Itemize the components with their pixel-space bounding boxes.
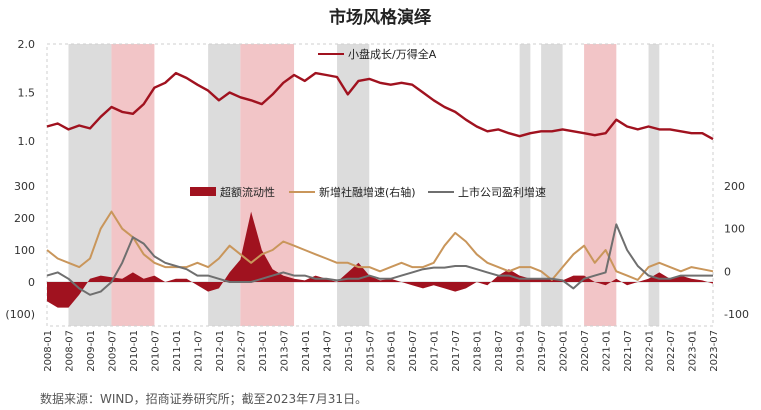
right-y-tick-1: 0 bbox=[724, 265, 731, 278]
x-tick-17: 2016-07 bbox=[408, 330, 419, 372]
x-tick-31: 2023-07 bbox=[709, 330, 720, 372]
legend-swatch-excess-liquidity bbox=[190, 187, 216, 196]
series-line-social-financing bbox=[46, 210, 714, 281]
legend-label-small-growth: 小盘成长/万得全A bbox=[348, 47, 437, 61]
shaded-period-1 bbox=[111, 44, 155, 326]
x-tick-15: 2015-07 bbox=[365, 330, 376, 372]
top-panel-lines bbox=[46, 71, 714, 141]
right-y-tick-2: 100 bbox=[724, 223, 745, 236]
left-y-tick-2: 100 bbox=[14, 244, 35, 257]
top-y-tick-2: 2.0 bbox=[18, 38, 36, 51]
bottom-panel-marks bbox=[46, 210, 714, 308]
x-tick-7: 2011-07 bbox=[193, 330, 204, 372]
series-line-small-growth bbox=[46, 71, 714, 141]
chart-title: 市场风格演绎 bbox=[329, 7, 432, 28]
x-tick-19: 2017-07 bbox=[451, 330, 462, 372]
left-y-tick-3: 200 bbox=[14, 212, 35, 225]
shaded-period-7 bbox=[584, 44, 617, 326]
x-tick-2: 2009-01 bbox=[86, 330, 97, 372]
series-area-excess-liquidity bbox=[47, 211, 713, 308]
x-tick-11: 2013-07 bbox=[279, 330, 290, 372]
x-tick-4: 2010-01 bbox=[129, 330, 140, 372]
x-tick-26: 2021-01 bbox=[602, 330, 613, 372]
top-y-tick-1: 1.5 bbox=[18, 87, 36, 100]
x-tick-12: 2014-01 bbox=[301, 330, 312, 372]
left-y-tick-4: 300 bbox=[14, 180, 35, 193]
left-y-tick-0: (100) bbox=[5, 308, 35, 321]
x-tick-13: 2014-07 bbox=[322, 330, 333, 372]
x-tick-8: 2012-01 bbox=[215, 330, 226, 372]
x-tick-20: 2018-01 bbox=[473, 330, 484, 372]
x-tick-21: 2018-07 bbox=[494, 330, 505, 372]
x-tick-29: 2022-07 bbox=[666, 330, 677, 372]
x-tick-18: 2017-01 bbox=[430, 330, 441, 372]
x-tick-5: 2010-07 bbox=[150, 330, 161, 372]
x-tick-14: 2015-01 bbox=[344, 330, 355, 372]
x-tick-0: 2008-01 bbox=[43, 330, 54, 372]
top-y-axis: 1.0 1.5 2.0 bbox=[18, 38, 36, 148]
plot-frame bbox=[46, 43, 714, 327]
x-axis: 2008-01 2008-07 2009-01 2009-07 2010-01 2010-… bbox=[43, 330, 720, 372]
x-tick-1: 2008-07 bbox=[64, 330, 75, 372]
shaded-period-8 bbox=[648, 44, 660, 326]
x-tick-10: 2013-01 bbox=[258, 330, 269, 372]
x-tick-28: 2022-01 bbox=[645, 330, 656, 372]
bottom-y-axes: (100) 0 100 200 300 -100 0 100 200 bbox=[5, 180, 749, 321]
x-tick-23: 2019-07 bbox=[537, 330, 548, 372]
bottom-legend: 超额流动性 新增社融增速(右轴) 上市公司盈利增速 bbox=[190, 185, 546, 199]
legend-label-social-financing: 新增社融增速(右轴) bbox=[319, 185, 416, 199]
legend-label-excess-liquidity: 超额流动性 bbox=[220, 185, 275, 199]
shaded-period-3 bbox=[240, 44, 295, 326]
top-y-tick-0: 1.0 bbox=[18, 135, 36, 148]
x-tick-22: 2019-01 bbox=[516, 330, 527, 372]
x-tick-25: 2020-07 bbox=[580, 330, 591, 372]
shaded-period-5 bbox=[519, 44, 531, 326]
right-y-tick-3: 200 bbox=[724, 180, 745, 193]
x-tick-24: 2020-01 bbox=[559, 330, 570, 372]
x-tick-30: 2023-01 bbox=[688, 330, 699, 372]
top-legend: 小盘成长/万得全A bbox=[318, 47, 437, 61]
x-tick-6: 2011-01 bbox=[172, 330, 183, 372]
x-tick-3: 2009-07 bbox=[107, 330, 118, 372]
shaded-period-6 bbox=[541, 44, 563, 326]
left-y-tick-1: 0 bbox=[28, 276, 35, 289]
x-tick-16: 2016-01 bbox=[387, 330, 398, 372]
right-y-tick-0: -100 bbox=[724, 308, 749, 321]
series-line-earnings-growth bbox=[46, 223, 713, 296]
source-note: 数据来源：WIND，招商证券研究所；截至2023年7月31日。 bbox=[40, 391, 367, 406]
x-tick-9: 2012-07 bbox=[236, 330, 247, 372]
legend-label-earnings-growth: 上市公司盈利增速 bbox=[458, 185, 546, 199]
x-tick-27: 2021-07 bbox=[623, 330, 634, 372]
